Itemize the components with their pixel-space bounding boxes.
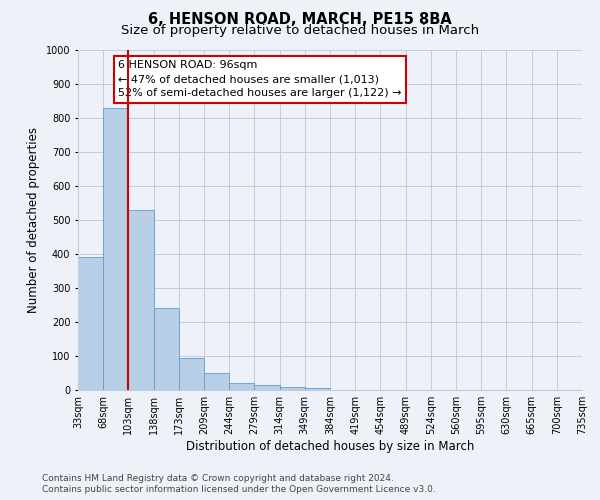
Bar: [229, 383, 254, 390]
X-axis label: Distribution of detached houses by size in March: Distribution of detached houses by size …: [186, 440, 474, 453]
Bar: [128, 210, 154, 390]
Bar: [280, 386, 305, 390]
Bar: [154, 308, 179, 390]
Bar: [103, 108, 128, 390]
Text: Size of property relative to detached houses in March: Size of property relative to detached ho…: [121, 24, 479, 37]
Bar: [305, 388, 330, 390]
Bar: [78, 258, 103, 390]
Bar: [204, 373, 229, 390]
Bar: [179, 358, 204, 390]
Bar: [254, 385, 280, 390]
Text: Contains HM Land Registry data © Crown copyright and database right 2024.
Contai: Contains HM Land Registry data © Crown c…: [42, 474, 436, 494]
Text: 6, HENSON ROAD, MARCH, PE15 8BA: 6, HENSON ROAD, MARCH, PE15 8BA: [148, 12, 452, 28]
Text: 6 HENSON ROAD: 96sqm
← 47% of detached houses are smaller (1,013)
52% of semi-de: 6 HENSON ROAD: 96sqm ← 47% of detached h…: [118, 60, 402, 98]
Y-axis label: Number of detached properties: Number of detached properties: [28, 127, 40, 313]
